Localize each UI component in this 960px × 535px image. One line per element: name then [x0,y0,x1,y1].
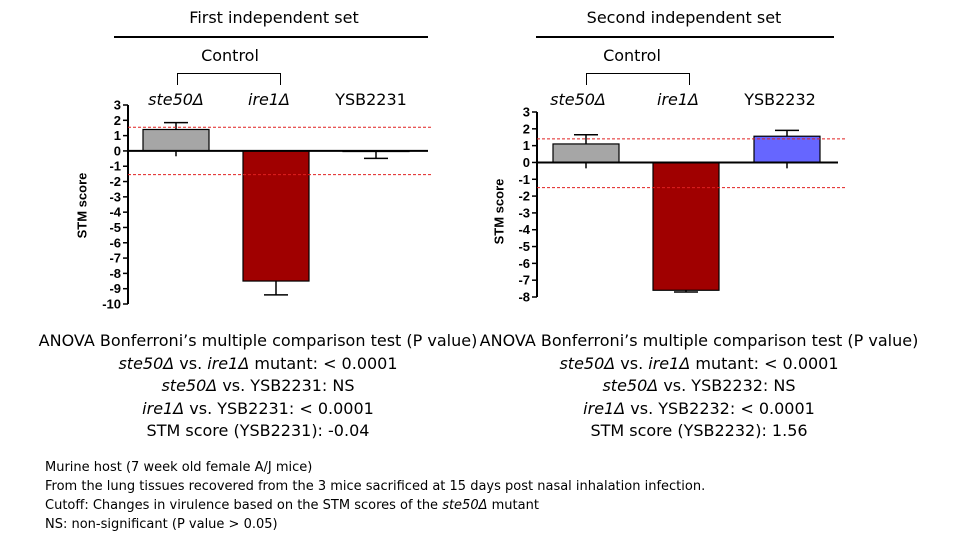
y-tick-label: -2 [109,174,121,189]
y-tick-label: -7 [518,273,530,288]
stm-score-line: STM score (YSB2232): 1.56 [590,421,808,440]
stats-text: vs. [615,353,649,373]
category-label: ire1Δ [657,90,699,109]
stats-line: ire1Δ vs. YSB2231: < 0.0001 [38,398,478,421]
category-label: ste50Δ [550,90,606,109]
y-tick-label: 3 [114,98,121,113]
category-label: ire1Δ [248,90,290,109]
stats-text: vs. YSB2232: NS [658,376,796,395]
stats-heading: ANOVA Bonferroni’s multiple comparison t… [38,331,478,350]
stm-score-line: STM score (YSB2231): -0.04 [146,421,370,440]
y-tick-label: -6 [518,256,530,271]
y-tick-label: -2 [518,189,530,204]
title-rule [536,36,834,38]
footnote-host: Murine host (7 week old female A/J mice) [45,460,313,475]
strain-name: ire1Δ [648,353,691,373]
strain-name: ste50Δ [442,498,488,513]
y-tick-label: -3 [109,189,121,204]
stats-block-second: ANOVA Bonferroni’s multiple comparison t… [479,330,919,443]
stats-block-first: ANOVA Bonferroni’s multiple comparison t… [38,330,478,443]
stats-line: ste50Δ vs. ire1Δ mutant: < 0.0001 [38,353,478,376]
strain-name: ire1Δ [142,398,185,418]
y-tick-label: -5 [518,239,530,254]
y-tick-label: 1 [114,128,121,143]
bar [652,161,720,291]
chart-title: First independent set [189,8,359,27]
bar-chart-plot: 32 1 0 -1 -2-3 -4 -5 -6 -7 -8 [518,105,845,305]
control-bracket [177,73,281,85]
y-tick-label: -7 [109,251,121,266]
control-label: Control [201,46,259,65]
y-tick-label: -10 [102,297,121,312]
stats-line: ire1Δ vs. YSB2232: < 0.0001 [479,398,919,421]
y-tick-label: 0 [523,155,530,170]
footnote-text: mutant [487,498,539,513]
y-tick-label: -8 [109,266,121,281]
y-tick-label: 2 [523,121,530,136]
chart-panel-second: Second independent set Control ste50Δ ir… [440,0,890,320]
category-label: ste50Δ [148,90,204,109]
stats-text: vs. YSB2231: < 0.0001 [184,398,374,418]
strain-name: ste50Δ [559,353,616,373]
y-tick-label: -3 [518,205,530,220]
y-tick-label: -4 [518,222,530,237]
y-tick-label: -9 [109,281,121,296]
bar [142,128,210,152]
title-rule [114,36,428,38]
stats-text: vs. YSB2232: < 0.0001 [625,398,815,418]
control-label: Control [603,46,661,65]
strain-name: ste50Δ [602,376,659,395]
strain-name: ire1Δ [207,353,250,373]
footnote-cutoff: Cutoff: Changes in virulence based on th… [45,496,705,515]
y-tick-label: -4 [109,205,121,220]
bar [753,135,821,164]
footnote-ns: NS: non-significant (P value > 0.05) [45,517,278,532]
stats-line: ste50Δ vs. YSB2232: NS [479,375,919,398]
strain-name: ste50Δ [118,353,175,373]
y-tick-label: -6 [109,235,121,250]
chart-title: Second independent set [586,8,782,27]
footnote-text: Cutoff: Changes in virulence based on th… [45,498,443,513]
bar [552,143,620,164]
stats-text: vs. [174,353,208,373]
strain-name: ste50Δ [161,376,218,395]
y-tick-label: -1 [518,172,530,187]
y-tick-label: 0 [114,143,121,158]
chart-panel-first: First independent set Control ste50Δ ire… [0,0,450,320]
stats-text: vs. YSB2231: NS [217,376,355,395]
stats-text: mutant: < 0.0001 [249,353,398,373]
y-tick-label: 2 [114,113,121,128]
strain-name: ire1Δ [583,398,626,418]
y-tick-label: 3 [523,105,530,120]
y-tick-label: 1 [523,138,530,153]
y-tick-label: -5 [109,220,121,235]
control-bracket [586,73,690,85]
category-label: YSB2231 [335,90,407,109]
footnote-tissue: From the lung tissues recovered from the… [45,479,706,494]
category-label: YSB2232 [744,90,816,109]
bar [242,150,310,282]
footnotes: Murine host (7 week old female A/J mice)… [45,458,705,534]
stats-heading: ANOVA Bonferroni’s multiple comparison t… [479,331,919,350]
stats-line: ste50Δ vs. YSB2231: NS [38,375,478,398]
stats-text: mutant: < 0.0001 [690,353,839,373]
y-tick-label: -8 [518,290,530,305]
stats-line: ste50Δ vs. ire1Δ mutant: < 0.0001 [479,353,919,376]
y-tick-label: -1 [109,159,121,174]
